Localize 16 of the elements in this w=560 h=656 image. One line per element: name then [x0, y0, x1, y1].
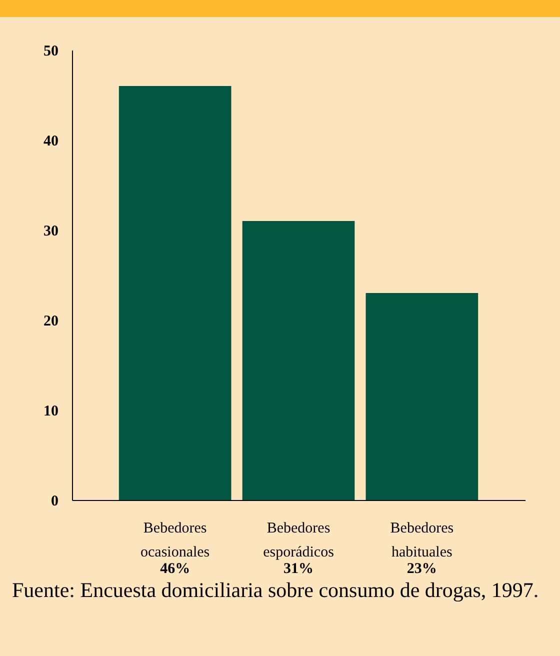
data-label: 46%	[160, 561, 190, 577]
bar	[366, 293, 478, 500]
data-label: 23%	[406, 561, 437, 577]
x-tick-label: Bebedores esporádicos	[263, 520, 334, 560]
y-tick-label: 10	[44, 404, 58, 420]
y-tick-label: 30	[44, 224, 58, 240]
y-tick-label: 40	[44, 134, 58, 150]
bar	[242, 221, 355, 500]
y-tick-label: 50	[44, 44, 58, 60]
x-tick-label: Bebedores ocasionales	[140, 520, 210, 560]
data-label: 31%	[284, 561, 314, 577]
y-tick-label: 0	[51, 494, 58, 510]
y-tick-label: 20	[44, 314, 58, 330]
source-note: Fuente: Encuesta domiciliaria sobre consumo de drogas, 1997.	[12, 578, 540, 602]
x-tick-label: Bebedores habituales	[390, 520, 454, 560]
bar	[118, 86, 232, 500]
